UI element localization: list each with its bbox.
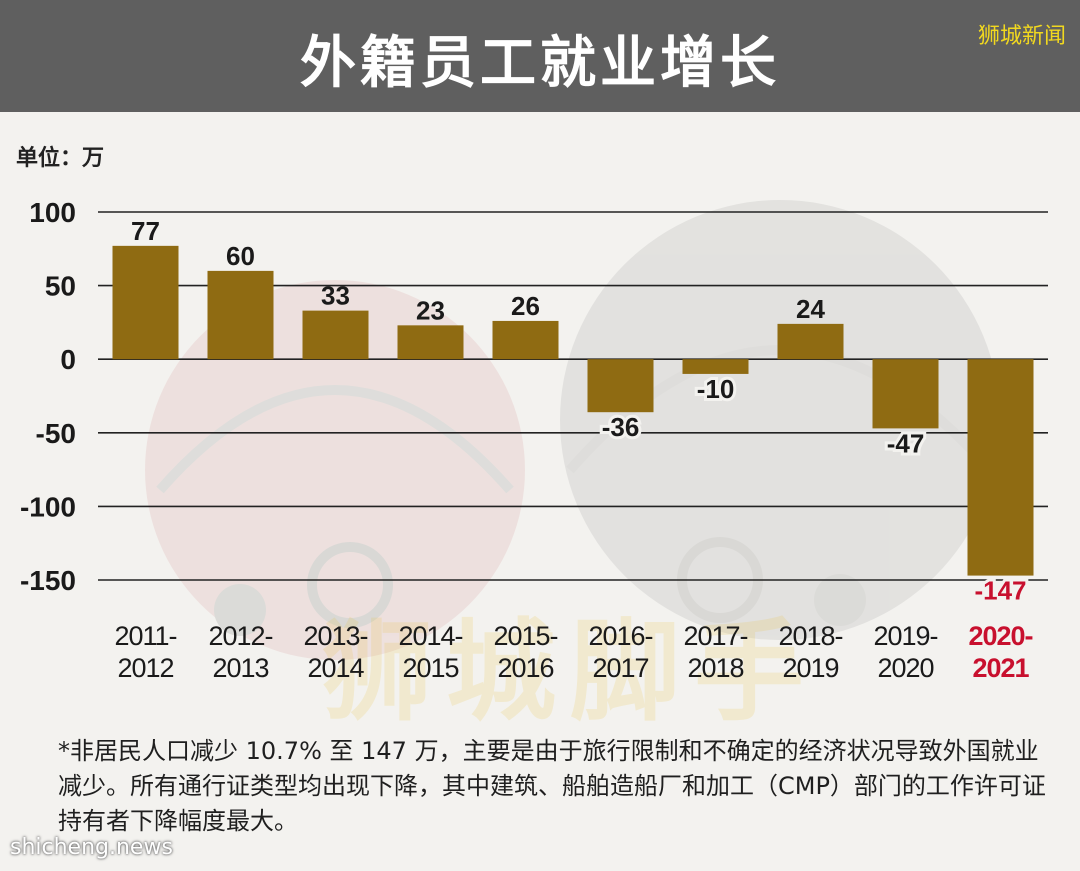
x-tick-label: 2014- (398, 621, 462, 651)
x-tick-label: 2018 (687, 653, 743, 683)
bar (587, 359, 654, 413)
data-label: -10 (697, 374, 735, 404)
x-tick-label: 2015- (493, 621, 557, 651)
bar (397, 325, 464, 360)
x-tick-label: 2020 (877, 653, 933, 683)
y-tick-label: 50 (45, 271, 76, 302)
unit-label: 单位：万 (16, 146, 105, 171)
bar (967, 359, 1034, 576)
x-tick-label: 2015 (402, 653, 458, 683)
y-tick-label: -50 (36, 418, 76, 449)
source-watermark: shicheng.news (10, 835, 173, 860)
x-tick-label: 2020- (968, 621, 1032, 651)
x-tick-label: 2016 (497, 653, 553, 683)
bar (492, 320, 559, 360)
x-tick-label: 2014 (307, 653, 364, 683)
x-tick-label: 2013 (212, 653, 268, 683)
y-tick-label: -100 (20, 491, 76, 522)
data-label: -36 (602, 412, 640, 442)
data-label: -147 (974, 576, 1026, 606)
bar (112, 245, 179, 360)
bar (777, 323, 844, 360)
bar-chart: 100 50 0 -50 -100 -150 77 2011-2012 60 2012-2013 3… (20, 197, 1048, 683)
bar (207, 270, 274, 360)
data-label: 60 (226, 241, 255, 271)
bar (872, 359, 939, 429)
data-label: -47 (887, 428, 925, 458)
x-tick-label: 2012 (117, 653, 173, 683)
x-tick-label: 2018- (778, 621, 842, 651)
x-tick-label: 2017 (592, 653, 648, 683)
x-tick-label: 2011- (114, 621, 176, 651)
x-tick-label: 2016- (588, 621, 652, 651)
y-tick-label: 0 (60, 344, 76, 375)
page-title: 外籍员工就业增长 (300, 31, 780, 96)
x-tick-label: 2013- (303, 621, 367, 651)
data-label: 23 (416, 295, 445, 325)
x-tick-label: 2012- (208, 621, 272, 651)
brand-tag: 狮城新闻 (977, 24, 1066, 49)
x-tick-label: 2017- (683, 621, 747, 651)
x-tick-label: 2019 (782, 653, 838, 683)
footnote: *非居民人口减少 10.7% 至 147 万，主要是由于旅行限制和不确定的经济状… (58, 737, 1046, 835)
data-label: 77 (131, 216, 160, 246)
header-bar: 外籍员工就业增长 狮城新闻 (0, 0, 1080, 112)
y-tick-label: -150 (20, 565, 76, 596)
x-tick-label: 2021 (972, 653, 1029, 683)
data-label: 33 (321, 281, 350, 311)
data-label: 24 (796, 294, 825, 324)
bar (682, 359, 749, 374)
y-tick-label: 100 (29, 197, 76, 228)
data-label: 26 (511, 291, 540, 321)
x-tick-label: 2019- (873, 621, 937, 651)
bar (302, 310, 369, 360)
